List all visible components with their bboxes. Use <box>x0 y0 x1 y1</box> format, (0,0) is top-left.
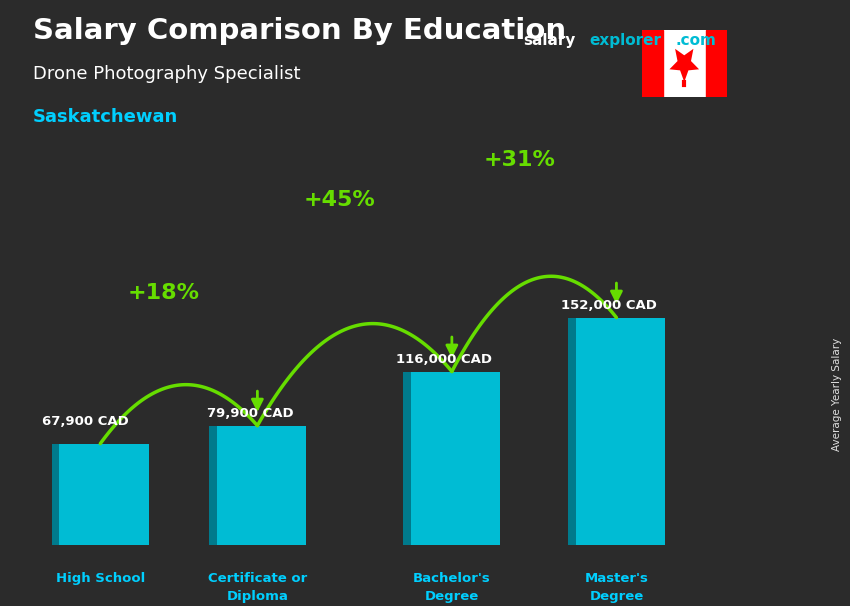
Text: explorer: explorer <box>589 33 661 48</box>
Bar <box>209 425 306 545</box>
Bar <box>403 371 501 545</box>
Text: Drone Photography Specialist: Drone Photography Specialist <box>33 65 301 84</box>
Text: Certificate or
Diploma: Certificate or Diploma <box>207 572 307 603</box>
Text: +45%: +45% <box>303 190 376 210</box>
Bar <box>52 444 60 545</box>
Text: 152,000 CAD: 152,000 CAD <box>561 299 657 312</box>
Bar <box>52 444 149 545</box>
Text: 116,000 CAD: 116,000 CAD <box>396 353 492 366</box>
Bar <box>209 425 217 545</box>
Text: 67,900 CAD: 67,900 CAD <box>42 415 128 428</box>
Text: Average Yearly Salary: Average Yearly Salary <box>832 338 842 450</box>
Text: +18%: +18% <box>128 283 200 303</box>
Bar <box>568 318 665 545</box>
Polygon shape <box>670 49 699 82</box>
Text: Bachelor's
Degree: Bachelor's Degree <box>413 572 490 603</box>
Text: High School: High School <box>55 572 144 585</box>
Text: .com: .com <box>676 33 717 48</box>
Text: Salary Comparison By Education: Salary Comparison By Education <box>33 18 566 45</box>
Bar <box>642 30 663 97</box>
Bar <box>706 30 727 97</box>
Bar <box>568 318 575 545</box>
Text: +31%: +31% <box>484 150 555 170</box>
Text: salary: salary <box>523 33 575 48</box>
Bar <box>403 371 411 545</box>
Text: Saskatchewan: Saskatchewan <box>33 108 178 126</box>
Text: Master's
Degree: Master's Degree <box>585 572 649 603</box>
Text: 79,900 CAD: 79,900 CAD <box>207 407 293 421</box>
